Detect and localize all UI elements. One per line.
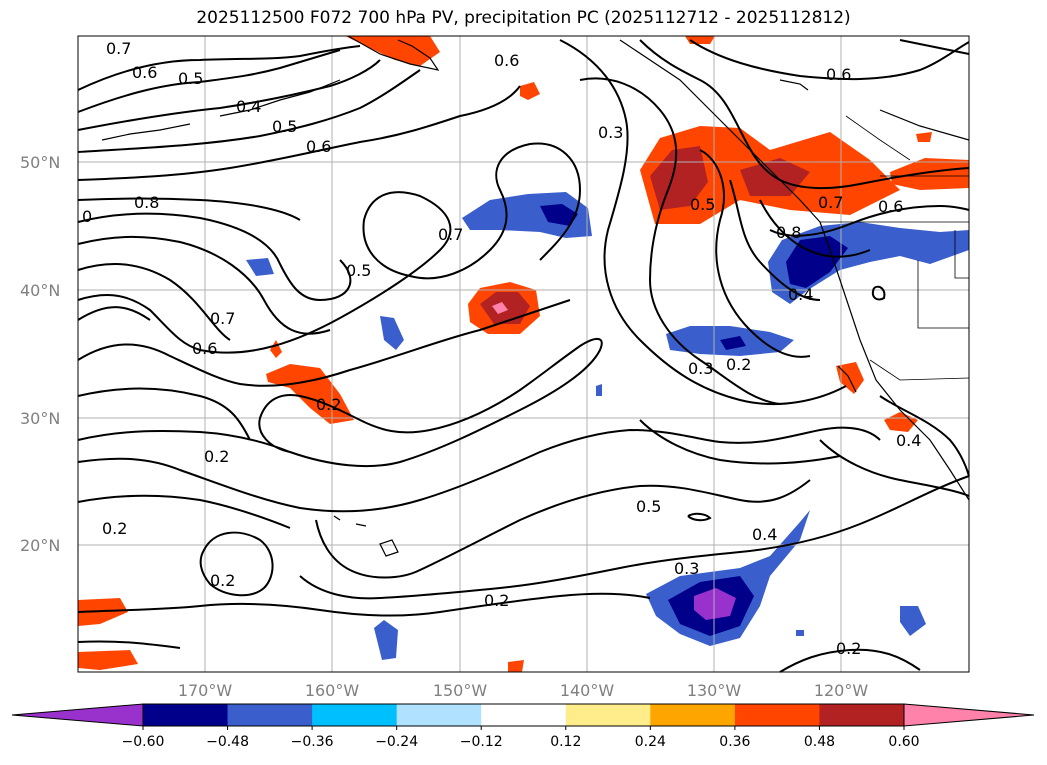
contour-label: 0.6 <box>132 63 157 82</box>
contour-label: 0.6 <box>878 197 903 216</box>
contour-label: 0.8 <box>134 193 159 212</box>
contour-label: 0.3 <box>688 359 713 378</box>
colorbar-segment <box>565 704 651 726</box>
contour-label: 0.7 <box>106 39 131 58</box>
contour-label: 0.5 <box>272 117 297 136</box>
contour-label: 0.4 <box>236 97 261 116</box>
pv-contours <box>77 39 970 673</box>
lon-tick: 170°W <box>178 681 233 700</box>
lon-tick: 140°W <box>560 681 615 700</box>
contour-label: 0.5 <box>346 261 371 280</box>
colorbar-tick-label: −0.24 <box>375 734 418 750</box>
lat-tick: 30°N <box>20 409 60 428</box>
colorbar-tick-label: 0.48 <box>804 734 835 750</box>
colorbar-arrow-right <box>903 703 1035 727</box>
lon-tick-labels: 170°W 160°W 150°W 140°W 130°W 120°W <box>178 681 869 700</box>
contour-label: 0.5 <box>636 497 661 516</box>
contour-label: 0.8 <box>776 223 801 242</box>
contour-label: 0.6 <box>826 65 851 84</box>
lat-tick: 20°N <box>20 536 60 555</box>
contour-label: 0.2 <box>204 447 229 466</box>
colorbar-frame <box>142 703 905 727</box>
lat-tick-labels: 50°N 40°N 30°N 20°N <box>20 153 60 555</box>
contour-label: 0.2 <box>836 639 861 658</box>
contour-label: 0.5 <box>690 195 715 214</box>
contour-label: 0.7 <box>438 225 463 244</box>
borders <box>820 115 970 381</box>
colorbar-segment <box>227 704 313 726</box>
colorbar-segment <box>143 704 229 726</box>
lon-tick: 130°W <box>687 681 742 700</box>
contour-label: 0.7 <box>210 309 235 328</box>
colorbar-segment <box>734 704 820 726</box>
chart-title: 2025112500 F072 700 hPa PV, precipitatio… <box>196 8 851 28</box>
lat-tick: 40°N <box>20 281 60 300</box>
colorbar-segment <box>396 704 482 726</box>
colorbar-segment <box>481 704 567 726</box>
contour-label: 0.4 <box>788 285 813 304</box>
colorbar-segment <box>650 704 736 726</box>
colorbar-tick-label: 0.12 <box>550 734 581 750</box>
colorbar-tick-label: 0.24 <box>635 734 666 750</box>
contour-label: 0.2 <box>316 395 341 414</box>
colorbar: −0.60 −0.48 −0.36 −0.24 −0.12 0.12 0.24 0.36 0.4… <box>11 703 1035 750</box>
contour-label: 0.2 <box>102 519 127 538</box>
lon-tick: 150°W <box>433 681 488 700</box>
contour-label: 0.7 <box>818 193 843 212</box>
contour-label: 0.5 <box>178 69 203 88</box>
precip-positive-alaska <box>345 36 440 66</box>
precip-positive-east <box>890 158 969 190</box>
contour-label: 0.2 <box>484 591 509 610</box>
contour-labels: 0.7 0.6 0.5 0.4 0.5 0.6 0.8 0 0.6 0.3 0.… <box>82 39 921 658</box>
precip-negative-north <box>462 192 592 238</box>
colorbar-tick-label: 0.60 <box>888 734 919 750</box>
contour-label: 0.3 <box>674 559 699 578</box>
colorbar-segment <box>819 704 905 726</box>
contour-label: 0.2 <box>210 571 235 590</box>
colorbar-tick-label: −0.12 <box>460 734 503 750</box>
colorbar-segment <box>312 704 398 726</box>
map-frame <box>77 35 970 673</box>
lon-tick: 120°W <box>814 681 869 700</box>
contour-label: 0.2 <box>726 355 751 374</box>
lat-tick: 50°N <box>20 153 60 172</box>
contour-label: 0.6 <box>494 51 519 70</box>
contour-label: 0 <box>82 207 92 226</box>
map-area: 0.7 0.6 0.5 0.4 0.5 0.6 0.8 0 0.6 0.3 0.… <box>77 35 970 673</box>
contour-label: 0.6 <box>192 339 217 358</box>
colorbar-tick-label: 0.36 <box>719 734 750 750</box>
colorbar-tick-label: −0.36 <box>291 734 334 750</box>
colorbar-tick-label: −0.48 <box>206 734 249 750</box>
coastlines <box>101 35 970 501</box>
contour-label: 0.4 <box>752 525 777 544</box>
contour-label: 0.4 <box>896 431 921 450</box>
lon-tick: 160°W <box>305 681 360 700</box>
colorbar-tick-label: −0.60 <box>122 734 165 750</box>
contour-label: 0.3 <box>598 123 623 142</box>
graticule <box>78 36 969 672</box>
contour-label: 0.6 <box>306 137 331 156</box>
hawaii-islands <box>333 515 399 557</box>
colorbar-arrow-left <box>11 703 144 727</box>
